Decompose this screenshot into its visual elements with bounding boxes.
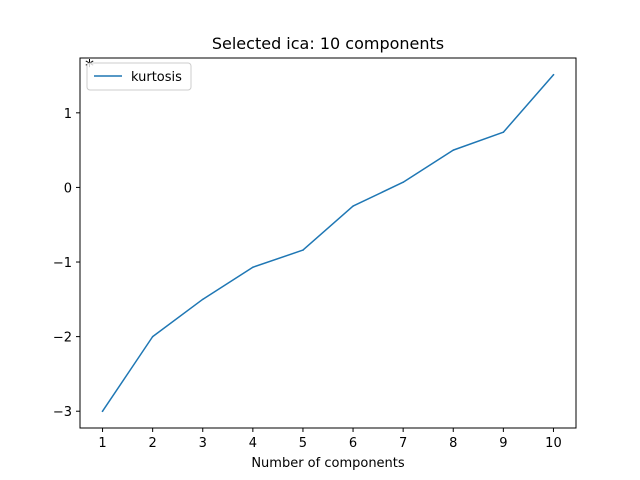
y-axis: −3 −2 −1 0 1 <box>53 107 80 420</box>
series-points <box>101 74 555 412</box>
legend-label-kurtosis: kurtosis <box>131 70 182 85</box>
chart-title: Selected ica: 10 components <box>212 34 444 53</box>
x-tick-label: 5 <box>299 436 307 451</box>
x-tick-label: 3 <box>199 436 207 451</box>
data-point <box>101 410 104 412</box>
data-point <box>252 266 254 268</box>
data-point <box>302 249 304 251</box>
x-tick-label: 4 <box>249 436 257 451</box>
data-point <box>502 131 505 133</box>
y-tick-label: −2 <box>53 331 72 346</box>
axes-frame <box>79 57 577 429</box>
x-tick-label: 8 <box>449 436 457 451</box>
legend-box <box>86 62 192 91</box>
y-tick-label: −1 <box>53 256 72 271</box>
series-line-kurtosis <box>101 73 555 413</box>
data-point <box>552 74 555 76</box>
x-tick-label: 2 <box>149 436 157 451</box>
data-point <box>402 181 404 183</box>
data-point <box>201 298 204 301</box>
y-tick-label: 0 <box>64 181 72 196</box>
x-axis: 1 2 3 4 5 6 7 8 9 10 <box>98 428 562 451</box>
x-axis-title: Number of components <box>251 456 405 471</box>
y-tick-label: 1 <box>64 107 72 122</box>
data-point <box>151 335 154 338</box>
x-tick-label: 7 <box>399 436 407 451</box>
x-tick-label: 9 <box>499 436 507 451</box>
data-point <box>452 149 455 151</box>
x-tick-label: 6 <box>349 436 357 451</box>
data-point <box>352 205 354 207</box>
y-tick-label: −3 <box>53 405 72 420</box>
x-tick-label: 10 <box>545 436 562 451</box>
x-tick-label: 1 <box>98 436 106 451</box>
legend: kurtosis <box>86 62 192 91</box>
plot-area: 1 2 3 4 5 6 7 8 9 10 −3 −2 −1 0 1 <box>53 57 577 451</box>
